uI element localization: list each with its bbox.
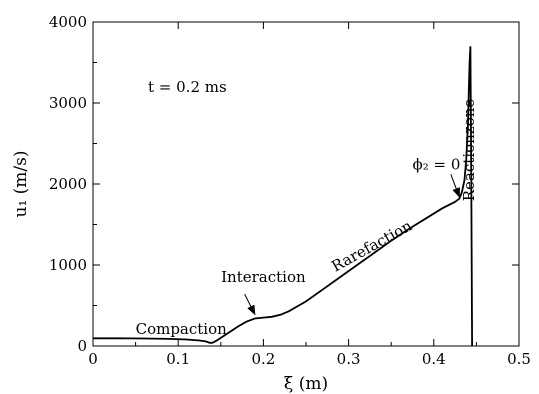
x-tick-label: 0.2 [251, 350, 275, 368]
time-label: t = 0.2 ms [148, 78, 227, 96]
x-tick-label: 0.4 [422, 350, 446, 368]
annotation--0: ϕ₂ = 0 [413, 155, 461, 173]
annotation-reactionzone: Reactionzone [460, 99, 478, 202]
annotation-compaction: Compaction [136, 320, 228, 338]
x-axis-ticks: 0 0.1 0.2 0.3 0.4 0.5 [88, 22, 531, 368]
y-axis-ticks: 0 1000 2000 3000 4000 [49, 13, 519, 355]
x-axis-label: ξ (m) [284, 374, 328, 394]
y-tick-label: 0 [77, 337, 87, 355]
x-tick-label: 0 [88, 350, 98, 368]
y-axis-label: u₁ (m/s) [11, 150, 31, 217]
annotation-arrow [450, 174, 460, 198]
x-tick-label: 0.5 [507, 350, 531, 368]
annotation-interaction: Interaction [221, 268, 306, 286]
annotation-arrows [244, 174, 460, 316]
x-tick-label: 0.3 [337, 350, 361, 368]
annotation-arrow [244, 293, 256, 316]
x-tick-label: 0.1 [166, 350, 190, 368]
series-line [93, 46, 473, 347]
plot-frame [92, 21, 520, 347]
y-tick-label: 1000 [49, 256, 87, 274]
annotation-rarefaction: Rarefaction [328, 216, 415, 275]
y-tick-label: 4000 [49, 13, 87, 31]
y-tick-label: 2000 [49, 175, 87, 193]
y-tick-label: 3000 [49, 94, 87, 112]
